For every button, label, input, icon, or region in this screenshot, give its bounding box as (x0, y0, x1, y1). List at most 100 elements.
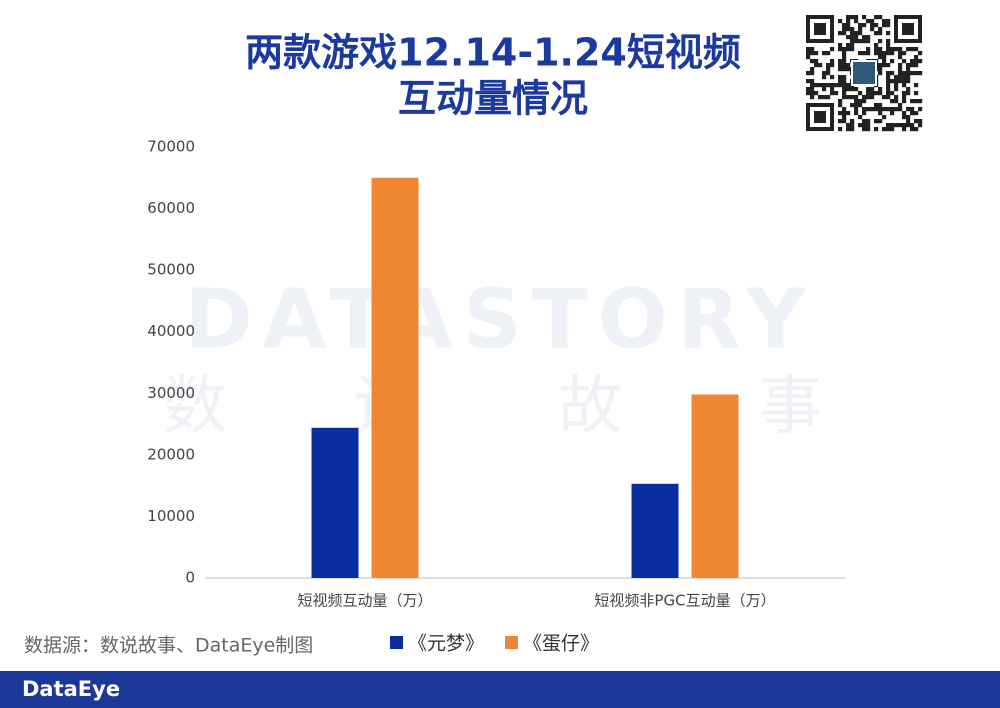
qr-cell (906, 119, 911, 124)
qr-cell (898, 75, 903, 80)
qr-cell (890, 123, 895, 128)
qr-cell (878, 67, 883, 72)
qr-cell (910, 71, 915, 76)
footer-brand: DataEye (22, 677, 120, 701)
qr-cell (918, 71, 923, 76)
qr-cell (906, 47, 911, 52)
qr-finder (814, 111, 826, 123)
qr-cell (810, 59, 815, 64)
qr-cell (838, 75, 843, 80)
qr-cell (858, 99, 863, 104)
qr-cell (898, 79, 903, 84)
qr-cell (854, 107, 859, 112)
qr-cell (870, 91, 875, 96)
qr-cell (838, 83, 843, 88)
qr-cell (810, 79, 815, 84)
qr-cell (910, 127, 915, 132)
qr-cell (846, 83, 851, 88)
qr-cell (858, 31, 863, 36)
qr-cell (866, 47, 871, 52)
qr-cell (902, 95, 907, 100)
qr-cell (918, 59, 923, 64)
qr-cell (866, 91, 871, 96)
qr-cell (882, 63, 887, 68)
qr-cell (878, 39, 883, 44)
qr-cell (878, 87, 883, 92)
qr-cell (842, 119, 847, 124)
qr-cell (842, 51, 847, 56)
qr-cell (890, 71, 895, 76)
qr-cell (882, 127, 887, 132)
y-tick-label: 70000 (147, 138, 195, 156)
qr-cell (874, 103, 879, 108)
qr-cell (866, 95, 871, 100)
qr-cell (814, 51, 819, 56)
qr-cell (862, 111, 867, 116)
qr-cell (894, 99, 899, 104)
qr-cell (874, 23, 879, 28)
qr-cell (830, 87, 835, 92)
qr-cell (850, 39, 855, 44)
qr-cell (838, 111, 843, 116)
qr-cell (902, 99, 907, 104)
qr-cell (878, 111, 883, 116)
qr-cell (834, 83, 839, 88)
qr-cell (854, 103, 859, 108)
qr-code (806, 15, 923, 132)
qr-cell (842, 63, 847, 68)
qr-cell (902, 83, 907, 88)
qr-cell (862, 23, 867, 28)
qr-cell (906, 71, 911, 76)
qr-cell (842, 75, 847, 80)
qr-cell (898, 55, 903, 60)
qr-cell (822, 83, 827, 88)
qr-cell (906, 107, 911, 112)
qr-cell (826, 51, 831, 56)
qr-cell (810, 95, 815, 100)
qr-cell (846, 19, 851, 24)
qr-cell (906, 63, 911, 68)
qr-cell (810, 71, 815, 76)
qr-cell (810, 91, 815, 96)
watermark-char: 事 (758, 370, 822, 444)
qr-cell (870, 107, 875, 112)
qr-cell (838, 31, 843, 36)
qr-cell (842, 27, 847, 32)
qr-cell (862, 119, 867, 124)
legend-swatch (505, 636, 518, 649)
qr-cell (862, 123, 867, 128)
qr-cell (914, 83, 919, 88)
qr-cell (866, 51, 871, 56)
qr-cell (854, 95, 859, 100)
qr-cell (886, 87, 891, 92)
qr-logo (851, 60, 877, 86)
qr-cell (894, 107, 899, 112)
qr-cell (866, 127, 871, 132)
qr-cell (902, 79, 907, 84)
qr-cell (910, 63, 915, 68)
qr-cell (886, 127, 891, 132)
qr-cell (878, 15, 883, 20)
qr-cell (906, 87, 911, 92)
qr-cell (842, 115, 847, 120)
watermark-brand: DATASTORY (185, 272, 816, 367)
qr-cell (878, 91, 883, 96)
qr-cell (846, 67, 851, 72)
qr-cell (846, 47, 851, 52)
qr-cell (874, 47, 879, 52)
qr-cell (902, 91, 907, 96)
qr-cell (826, 83, 831, 88)
legend-label: 《元梦》 (408, 633, 484, 655)
qr-cell (898, 103, 903, 108)
qr-cell (806, 79, 811, 84)
qr-cell (846, 43, 851, 48)
qr-cell (914, 111, 919, 116)
qr-cell (918, 107, 923, 112)
qr-cell (814, 59, 819, 64)
qr-cell (854, 35, 859, 40)
qr-cell (874, 107, 879, 112)
qr-cell (830, 47, 835, 52)
qr-cell (866, 107, 871, 112)
qr-cell (870, 27, 875, 32)
